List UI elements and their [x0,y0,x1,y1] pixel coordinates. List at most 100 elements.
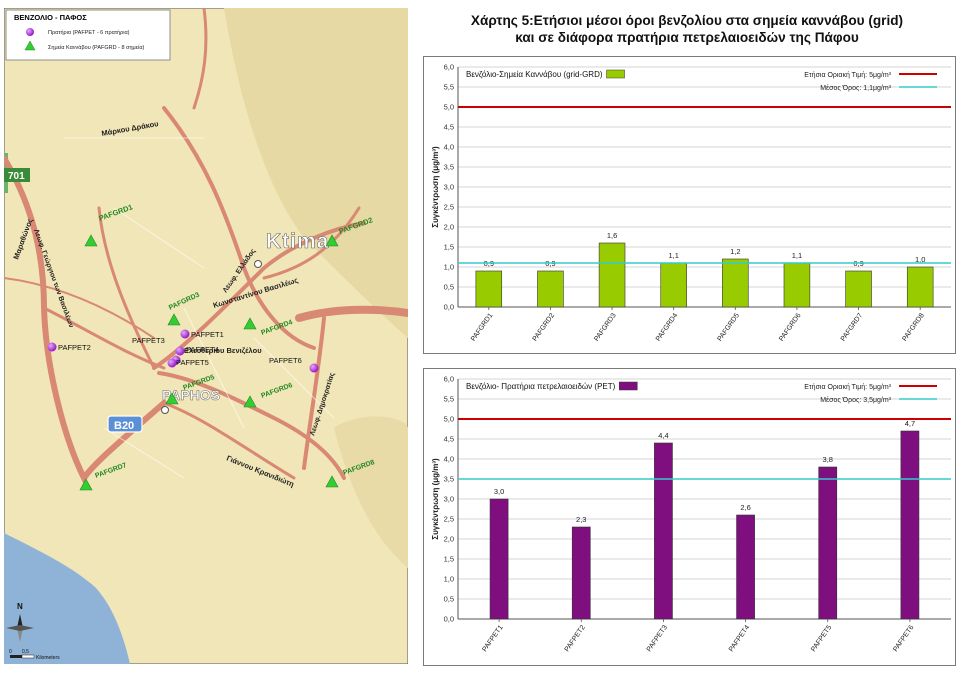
data-label-PAFPET3: 4,4 [658,431,668,440]
legend-grd-marker [24,40,36,51]
legend-pet-label: Πρατήρια (PAFPET - 6 πρατήρια) [48,29,130,36]
x-tick-label: PAFGRD6 [778,312,802,343]
bar-PAFGRD1 [475,270,503,308]
road-badge-701 [4,168,30,182]
hill-shade-2 [334,416,408,568]
bar-PAFPET4 [736,514,755,620]
x-tick-label: PAFGRD1 [470,312,494,343]
limit-legend-label: Ετήσια Οριακή Τιμή: 5μg/m³ [804,72,891,79]
map-legend-title: ΒΕΝΖΟΛΙΟ - ΠΑΦΟΣ [14,13,87,22]
y-tick-label: 0,0 [444,303,454,312]
legend-pet-marker [26,28,34,36]
grd-marker-6 [243,395,257,408]
y-tick-label: 1,5 [444,555,454,564]
y-tick-label: 2,0 [444,535,454,544]
y-tick-label: 5,0 [444,103,454,112]
y-tick-label: 5,0 [444,415,454,424]
pet-label-3: PAFPET3 [132,336,165,345]
chart-pet: 0,0 0,5 1,0 1,5 2,0 2,5 3,0 3,5 4,0 4,5 5,0 5,5 6,0 Σ… [431,375,951,653]
grd-marker-5 [165,392,179,405]
x-tick-label: PAFGRD2 [532,312,556,343]
compass-ew-icon [6,625,34,631]
bar-PAFGRD6 [783,262,811,308]
data-label-PAFPET2: 2,3 [576,515,586,524]
x-tick-label: PAFPET2 [564,624,587,653]
y-tick-label: 3,0 [444,183,454,192]
y-tick-label: 1,5 [444,243,454,252]
map-sea [4,533,130,664]
y-tick-label: 3,0 [444,495,454,504]
data-label-PAFGRD6: 1,1 [792,251,802,260]
y-tick-label: 2,5 [444,515,454,524]
scale-unit: Kilometers [36,655,60,661]
y-tick-label: 3,5 [444,475,454,484]
city-paphos: PAPHOS [162,387,220,403]
bar-PAFGRD4 [660,262,687,308]
north-label: N [17,602,23,611]
paphos-center-icon [161,406,169,414]
road-badge-b20 [107,415,143,433]
bar-PAFPET6 [900,430,920,620]
scale-bar: 0 0,5 Kilometers [9,649,60,661]
mean-legend-label: Μέσος Όρος: 3,5μg/m³ [820,396,891,404]
x-tick-label: PAFPET6 [892,624,915,653]
ktima-center-icon [254,260,262,268]
y-tick-label: 0,0 [444,615,454,624]
bar-PAFPET2 [571,526,591,620]
x-tick-label: PAFGRD8 [901,312,925,343]
bar-PAFGRD2 [537,270,564,308]
y-tick-label: 3,5 [444,163,454,172]
y-axis-label: Συγκέντρωση (μg/m³) [431,458,440,540]
pet-marker-2 [47,342,57,352]
bar-PAFGRD7 [845,270,872,308]
pet-points: PAFPET1 PAFPET2 PAFPET3 PAFPET4 PAFPET5 … [47,329,319,373]
bar-PAFGRD3 [598,242,626,308]
street-eleftheriou: Ελευθερίου Βενιζέλου [184,346,262,355]
chart-panel-grd: 0,0 0,5 1,0 1,5 2,0 2,5 3,0 3,5 4,0 4,5 5,0 5,5 6,0 Σ… [423,56,956,354]
pet-label-6: PAFPET6 [269,356,302,365]
compass-south-icon [17,628,23,642]
city-ktima: Ktima [266,230,329,253]
data-label-PAFPET4: 2,6 [740,503,750,512]
grd-marker-4 [243,317,257,330]
data-label-PAFPET1: 3,0 [494,487,504,496]
benzene-map: ΒΕΝΖΟΛΙΟ - ΠΑΦΟΣ Πρατήρια (PAFPET - 6 πρ… [4,8,408,664]
legend-grd-label: Σημεία Καννάβου (PAFGRD - 8 σημεία) [48,44,145,51]
pet-label-1: PAFPET1 [191,330,224,339]
pet-marker-4 [175,346,185,356]
grd-marker-2 [325,234,339,247]
x-tick-label: PAFPET5 [810,624,833,653]
y-tick-label: 2,0 [444,223,454,232]
grd-marker-7 [79,478,93,491]
limit-legend-label: Ετήσια Οριακή Τιμή: 5μg/m³ [804,384,891,391]
minor-roads [64,137,335,479]
y-tick-label: 0,5 [444,283,454,292]
x-tick-label: PAFPET3 [646,624,669,653]
bar-PAFGRD5 [722,258,749,308]
x-tick-label: PAFGRD3 [593,312,617,343]
road-network [4,8,408,484]
chart-panel-pet: 0,0 0,5 1,0 1,5 2,0 2,5 3,0 3,5 4,0 4,5 5,0 5,5 6,0 Σ… [423,368,956,666]
grd-marker-8 [325,475,339,488]
data-label-PAFGRD3: 1,6 [607,231,617,240]
scale-label-0: 0 [9,649,12,655]
series-legend-swatch [619,381,638,391]
x-tick-label: PAFGRD7 [840,312,864,343]
pet-label-4: PAFPET4 [186,345,219,354]
y-tick-label: 4,5 [444,123,454,132]
figure-title-line-2: και σε διάφορα πρατήρια πετρελαιοειδών τ… [515,30,859,45]
y-tick-label: 2,5 [444,203,454,212]
x-tick-label: PAFGRD5 [717,312,741,343]
y-tick-label: 1,0 [444,575,454,584]
y-axis-label: Συγκέντρωση (μg/m³) [431,146,440,228]
series-legend-label: Βενζόλιο- Πρατήρια πετρελαιοειδών (PET) [466,382,616,391]
data-label-PAFGRD4: 1,1 [668,251,678,260]
bar-PAFGRD8 [906,266,934,308]
x-tick-label: PAFPET1 [481,624,504,653]
y-tick-label: 0,5 [444,595,454,604]
series-legend-swatch [606,69,625,79]
scale-label-05: 0,5 [22,649,29,655]
pet-marker-6 [309,363,319,373]
figure-title-line-1: Χάρτης 5:Ετήσιοι μέσοι όροι βενζολίου στ… [470,13,904,28]
data-label-PAFGRD5: 1,2 [730,247,740,256]
